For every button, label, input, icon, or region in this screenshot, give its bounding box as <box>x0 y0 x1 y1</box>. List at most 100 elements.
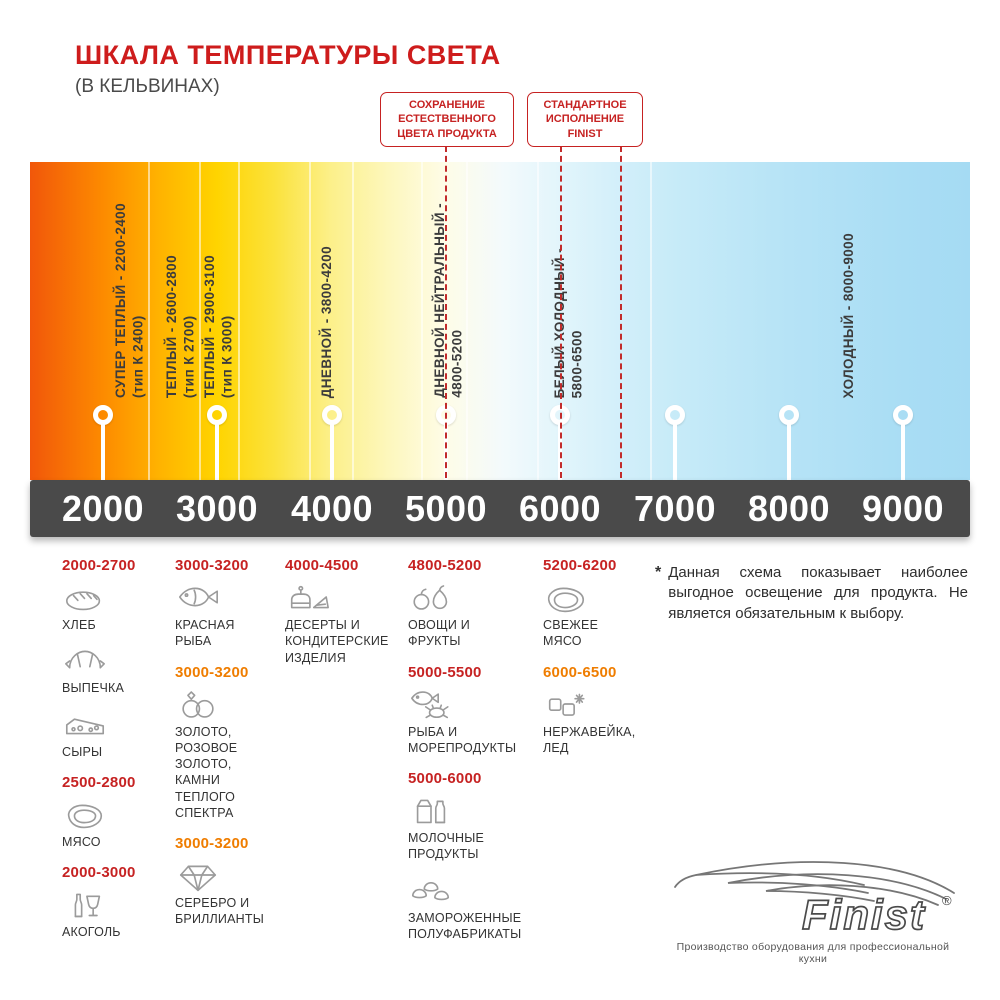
range-heading: 5200-6200 <box>543 557 617 574</box>
food-item-label: СВЕЖЕЕ МЯСО <box>543 618 599 649</box>
food-item: ЗОЛОТО, РОЗОВОЕ ЗОЛОТО, КАМНИ ТЕПЛОГО СП… <box>175 687 281 822</box>
food-item-label: ЗАМОРОЖЕННЫЕ ПОЛУФАБРИКАТЫ <box>408 910 522 941</box>
food-column-4: 4800-5200 ОВОЩИ И ФРУКТЫ 5000-5500 РЫБА И М… <box>408 557 540 952</box>
ice-icon <box>543 687 653 721</box>
marker-stem <box>101 424 105 480</box>
axis-tick-7000: 7000 <box>633 487 717 529</box>
band-separator <box>309 162 311 480</box>
axis-tick-4000: 4000 <box>290 487 374 529</box>
food-column-2: 3000-3200 КРАСНАЯ РЫБА 3000-3200 ЗОЛОТО, РО… <box>175 557 281 938</box>
food-item: АКОГОЛЬ <box>62 887 170 940</box>
marker-ring <box>893 405 913 425</box>
range-heading: 3000-3200 <box>175 835 249 852</box>
marker-ring <box>207 405 227 425</box>
range-heading: 2000-3000 <box>62 864 136 881</box>
scale-label-sub: (тип К 3000) <box>219 315 235 398</box>
seafood-icon <box>408 687 540 721</box>
scale-label-main: ТЕПЛЫЙ - 2600-2800 <box>164 254 179 398</box>
food-item-label: АКОГОЛЬ <box>62 925 121 939</box>
meat-icon <box>62 797 170 831</box>
scale-label-main: ДНЕВНОЙ - 3800-4200 <box>319 245 334 398</box>
axis-tick-6000: 6000 <box>518 487 602 529</box>
frozen-icon <box>408 873 540 907</box>
food-item: СЕРЕБРО И БРИЛЛИАНТЫ <box>175 858 281 928</box>
band-separator <box>421 162 423 480</box>
food-item-label: ОВОЩИ И ФРУКТЫ <box>408 618 470 649</box>
band-separator <box>466 162 468 480</box>
band-separator <box>537 162 539 480</box>
food-item: МЯСО <box>62 797 170 850</box>
food-column-1: 2000-2700 ХЛЕБ ВЫПЕЧКА СЫРЫ 2500-2800 МЯСО 200… <box>62 557 170 950</box>
scale-label-sub: (тип К 2700) <box>181 315 197 398</box>
food-item: МОЛОЧНЫЕ ПРОДУКТЫ <box>408 793 540 863</box>
temperature-gradient-band: СУПЕР ТЕПЛЫЙ - 2200-2400 (тип К 2400) ТЕПЛ… <box>30 162 970 480</box>
range-heading: 2000-2700 <box>62 557 136 574</box>
food-item-label: ЗОЛОТО, РОЗОВОЕ ЗОЛОТО, КАМНИ ТЕПЛОГО СП… <box>175 724 238 820</box>
food-item: СВЕЖЕЕ МЯСО <box>543 580 653 650</box>
marker-stem <box>330 424 334 480</box>
food-item-label: РЫБА И МОРЕПРОДУКТЫ <box>408 724 517 755</box>
scale-label-main: СУПЕР ТЕПЛЫЙ - 2200-2400 <box>113 203 128 398</box>
food-item: СЫРЫ <box>62 707 170 760</box>
fruits-icon <box>408 580 540 614</box>
marker-stem <box>215 424 219 480</box>
food-item: ОВОЩИ И ФРУКТЫ <box>408 580 540 650</box>
callout-standard-finist: СТАНДАРТНОЕ ИСПОЛНЕНИЕ FINIST <box>527 92 643 147</box>
page-title: ШКАЛА ТЕМПЕРАТУРЫ СВЕТА <box>75 40 501 70</box>
wing-logo-graphic: Finist ® <box>674 861 955 939</box>
croissant-icon <box>62 643 170 677</box>
axis-tick-8000: 8000 <box>747 487 831 529</box>
food-item-label: ХЛЕБ <box>62 618 96 632</box>
food-item: ЗАМОРОЖЕННЫЕ ПОЛУФАБРИКАТЫ <box>408 873 540 943</box>
range-heading: 3000-3200 <box>175 663 249 681</box>
food-item: ДЕСЕРТЫ И КОНДИТЕРСКИЕ ИЗДЕЛИЯ <box>285 580 403 666</box>
scale-label: ТЕПЛЫЙ - 2900-3100 (тип К 3000) <box>201 255 236 398</box>
footnote: * Данная схема показывает наиболее выгод… <box>655 563 968 624</box>
page-subtitle: (В КЕЛЬВИНАХ) <box>75 76 220 97</box>
scale-label: БЕЛЫЙ ХОЛОДНЫЙ -5800-6500 <box>551 248 586 398</box>
dashed-guide-line <box>560 146 562 478</box>
band-separator <box>199 162 201 480</box>
food-item: ХЛЕБ <box>62 580 170 633</box>
axis-tick-2000: 2000 <box>61 487 145 529</box>
food-item-label: НЕРЖАВЕЙКА, ЛЕД <box>543 724 636 755</box>
axis-bar: 2000 3000 4000 5000 6000 7000 8000 9000 <box>30 480 970 537</box>
bread-icon <box>62 580 170 614</box>
scale-label: ТЕПЛЫЙ - 2600-2800 (тип К 2700) <box>163 255 198 398</box>
food-item-label: КРАСНАЯ РЫБА <box>175 618 235 649</box>
food-item-label: ДЕСЕРТЫ И КОНДИТЕРСКИЕ ИЗДЕЛИЯ <box>285 618 389 665</box>
scale-label-sub: 4800-5200 <box>449 329 465 398</box>
dashed-guide-line <box>445 146 447 478</box>
axis-tick-9000: 9000 <box>861 487 945 529</box>
dashed-guide-line <box>620 146 622 478</box>
band-separator <box>148 162 150 480</box>
footnote-text: Данная схема показывает наиболее выгодно… <box>668 564 968 622</box>
registered-mark: ® <box>942 893 952 908</box>
cheese-icon <box>62 707 170 741</box>
callout-natural-color: СОХРАНЕНИЕ ЕСТЕСТВЕННОГО ЦВЕТА ПРОДУКТА <box>380 92 514 147</box>
range-heading: 5000-6000 <box>408 770 482 787</box>
scale-label: ДНЕВНОЙ НЕЙТРАЛЬНЫЙ -4800-5200 <box>431 203 466 398</box>
scale-label-main: ХОЛОДНЫЙ - 8000-9000 <box>841 232 856 398</box>
scale-label: СУПЕР ТЕПЛЫЙ - 2200-2400 (тип К 2400) <box>112 203 147 398</box>
scale-label-sub: 5800-6500 <box>569 329 585 398</box>
marker-ring <box>322 405 342 425</box>
band-separator <box>650 162 652 480</box>
brand-wordmark: Finist <box>802 891 926 938</box>
range-heading: 4800-5200 <box>408 557 482 574</box>
range-heading: 6000-6500 <box>543 663 617 681</box>
fish-icon <box>175 580 281 614</box>
scale-label-main: ТЕПЛЫЙ - 2900-3100 <box>202 254 217 398</box>
marker-ring <box>779 405 799 425</box>
wine-icon <box>62 887 170 921</box>
food-column-5: 5200-6200 СВЕЖЕЕ МЯСО 6000-6500 НЕРЖАВЕЙКА,… <box>543 557 653 766</box>
marker-stem <box>901 424 905 480</box>
food-item-label: МЯСО <box>62 834 101 849</box>
food-item: РЫБА И МОРЕПРОДУКТЫ <box>408 687 540 757</box>
band-separator <box>238 162 240 480</box>
food-item: НЕРЖАВЕЙКА, ЛЕД <box>543 687 653 757</box>
marker-stem <box>787 424 791 480</box>
milk-icon <box>408 793 540 827</box>
scale-label: ДНЕВНОЙ - 3800-4200 <box>318 246 336 398</box>
